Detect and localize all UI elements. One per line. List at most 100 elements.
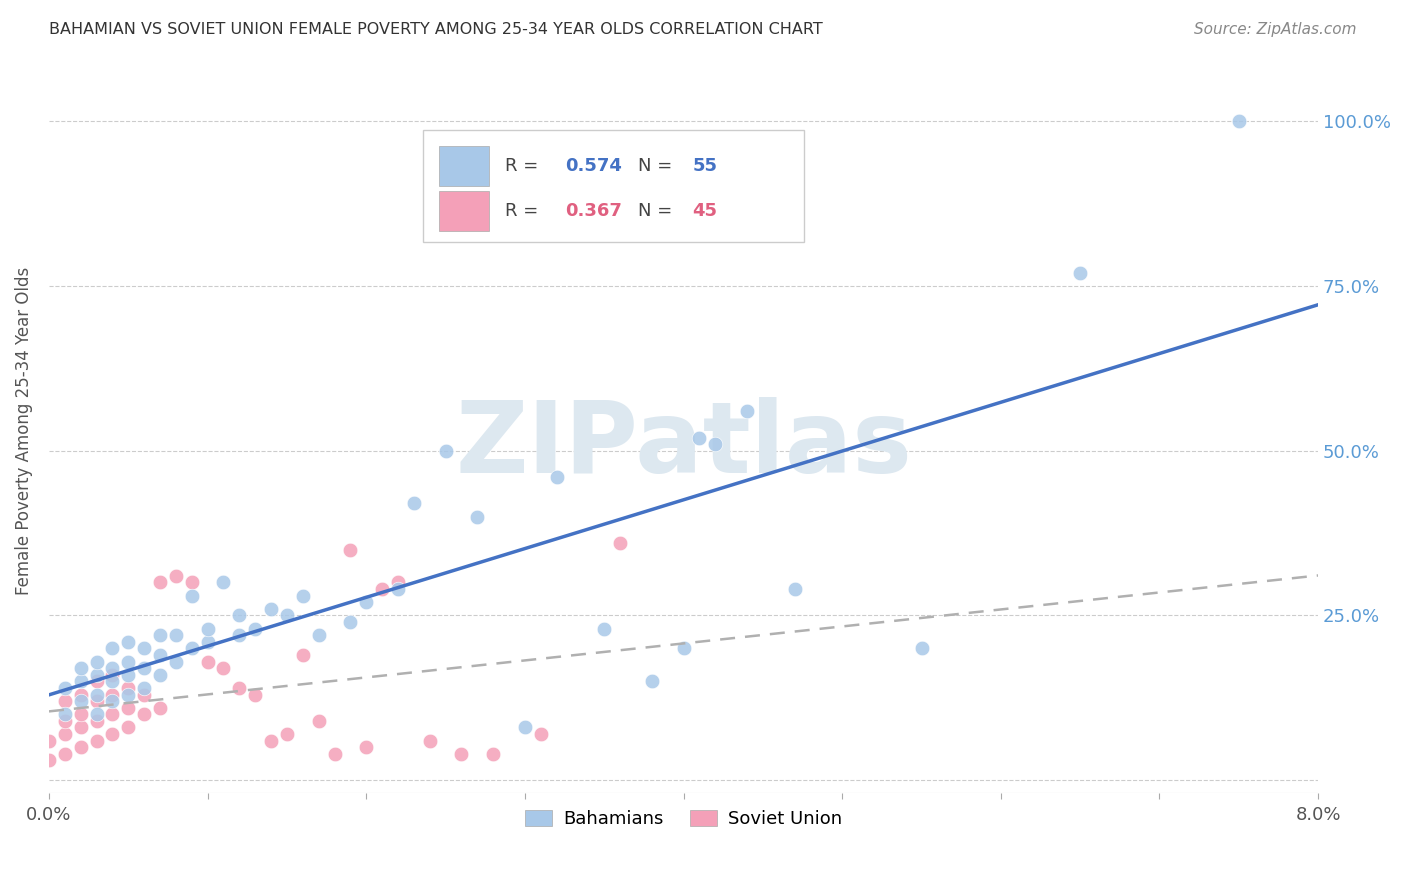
Point [69, 721, 91, 735]
Point [149, 628, 172, 642]
Point [609, 536, 631, 550]
Point [101, 707, 124, 722]
Text: N =: N = [638, 157, 678, 175]
Point [86, 688, 108, 702]
Point [86, 694, 108, 708]
Point [260, 602, 283, 616]
Point [260, 733, 283, 747]
Point [117, 681, 139, 695]
Point [69, 688, 91, 702]
Point [276, 608, 298, 623]
Point [149, 648, 172, 662]
Point [101, 667, 124, 681]
Point [530, 727, 553, 741]
Point [180, 641, 202, 656]
Point [513, 721, 536, 735]
Point [387, 582, 409, 596]
Point [323, 747, 346, 761]
Point [149, 700, 172, 714]
FancyBboxPatch shape [423, 130, 804, 243]
Point [735, 404, 758, 418]
Point [546, 470, 568, 484]
Text: Source: ZipAtlas.com: Source: ZipAtlas.com [1194, 22, 1357, 37]
Point [356, 740, 378, 755]
Point [101, 674, 124, 689]
Point [228, 628, 250, 642]
Bar [439, 191, 489, 231]
Point [339, 542, 361, 557]
Point [245, 622, 267, 636]
Point [228, 608, 250, 623]
Point [69, 674, 91, 689]
Point [212, 661, 235, 675]
Point [641, 674, 664, 689]
Text: 55: 55 [692, 157, 717, 175]
Point [117, 688, 139, 702]
Point [482, 747, 505, 761]
Point [101, 727, 124, 741]
Point [53, 681, 76, 695]
Point [69, 707, 91, 722]
Point [134, 688, 156, 702]
Point [1069, 266, 1091, 280]
Point [245, 688, 267, 702]
Point [593, 622, 616, 636]
Point [86, 733, 108, 747]
Point [38, 733, 60, 747]
Point [228, 681, 250, 695]
Point [53, 727, 76, 741]
Point [117, 634, 139, 648]
Point [339, 615, 361, 629]
Point [434, 443, 457, 458]
Point [291, 589, 314, 603]
Point [101, 688, 124, 702]
Text: 0.574: 0.574 [565, 157, 623, 175]
Text: R =: R = [505, 202, 544, 220]
Point [419, 733, 441, 747]
Point [53, 747, 76, 761]
Point [86, 674, 108, 689]
Point [38, 753, 60, 767]
Point [149, 667, 172, 681]
Point [1227, 114, 1250, 128]
Point [86, 667, 108, 681]
Text: ZIPatlas: ZIPatlas [456, 397, 912, 494]
Point [69, 740, 91, 755]
Text: R =: R = [505, 157, 544, 175]
Point [69, 661, 91, 675]
Point [134, 661, 156, 675]
Point [910, 641, 932, 656]
Point [356, 595, 378, 609]
Point [53, 707, 76, 722]
Point [402, 496, 425, 510]
Point [53, 694, 76, 708]
Point [134, 707, 156, 722]
Point [134, 681, 156, 695]
Point [134, 641, 156, 656]
Point [53, 714, 76, 728]
Point [308, 714, 330, 728]
Text: 45: 45 [692, 202, 717, 220]
Point [672, 641, 695, 656]
Point [86, 714, 108, 728]
Point [308, 628, 330, 642]
Text: N =: N = [638, 202, 678, 220]
Point [165, 569, 187, 583]
Point [783, 582, 806, 596]
Point [86, 655, 108, 669]
Point [180, 589, 202, 603]
Point [197, 622, 219, 636]
Point [688, 430, 710, 444]
Point [450, 747, 472, 761]
Point [117, 655, 139, 669]
Point [180, 575, 202, 590]
Point [276, 727, 298, 741]
Point [704, 437, 727, 451]
Point [69, 694, 91, 708]
Point [117, 700, 139, 714]
Text: BAHAMIAN VS SOVIET UNION FEMALE POVERTY AMONG 25-34 YEAR OLDS CORRELATION CHART: BAHAMIAN VS SOVIET UNION FEMALE POVERTY … [49, 22, 823, 37]
Point [197, 634, 219, 648]
Point [165, 628, 187, 642]
Point [117, 721, 139, 735]
Point [165, 655, 187, 669]
